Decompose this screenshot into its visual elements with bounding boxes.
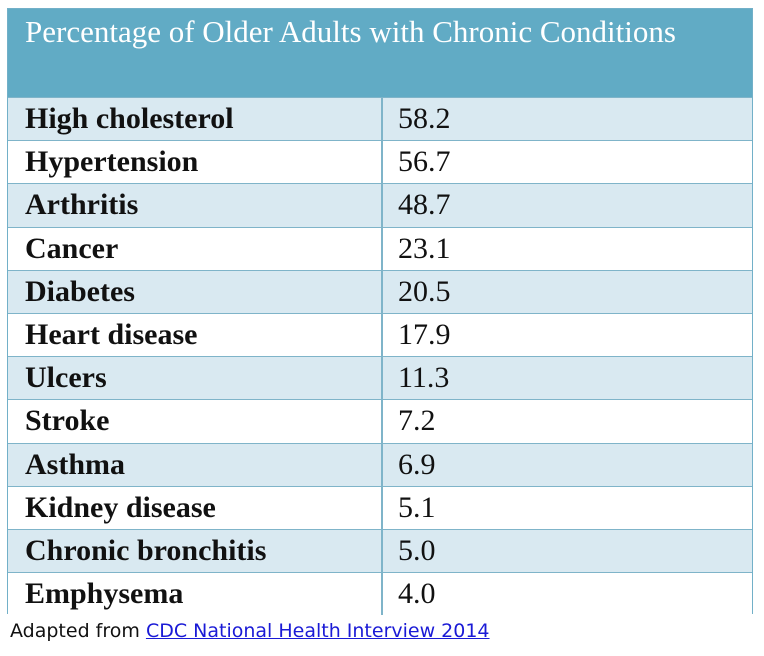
condition-label: High cholesterol	[8, 98, 383, 141]
percentage-value: 58.2	[398, 102, 451, 135]
table-row: Chronic bronchitis 5.0	[8, 528, 752, 573]
condition-label: Cancer	[8, 227, 383, 270]
percentage-value: 48.7	[398, 188, 451, 222]
caption-prefix: Adapted from	[10, 620, 146, 642]
table-row: Diabetes 20.5	[8, 269, 752, 313]
table-row: Hypertension 56.7	[8, 140, 752, 184]
source-link[interactable]: CDC National Health Interview 2014	[145, 620, 490, 642]
table-row: Heart disease 17.9	[8, 312, 752, 357]
table-row: Ulcers 11.3	[8, 356, 752, 400]
condition-label: Chronic bronchitis	[8, 529, 383, 573]
table-row: Stroke 7.2	[8, 399, 752, 443]
condition-label: Emphysema	[8, 573, 383, 616]
percentage-value: 4.0	[398, 577, 436, 611]
table-body: High cholesterol 58.2 Hypertension 56.7 Arth…	[8, 97, 752, 616]
percentage-value: 17.9	[398, 317, 451, 351]
table-row: Kidney disease 5.1	[8, 485, 752, 529]
percentage-value: 23.1	[398, 231, 451, 265]
percentage-value: 5.1	[398, 490, 436, 524]
condition-label: Asthma	[8, 443, 383, 486]
percentage-value: 11.3	[398, 361, 450, 395]
condition-label: Diabetes	[8, 270, 383, 313]
data-table: Percentage of Older Adults with Chronic …	[7, 8, 753, 616]
table-row: Asthma 6.9	[8, 442, 752, 486]
source-caption: Adapted from CDC National Health Intervi…	[10, 620, 490, 642]
percentage-value: 56.7	[398, 145, 451, 179]
condition-label: Ulcers	[8, 357, 383, 400]
table-row: High cholesterol 58.2	[8, 97, 752, 141]
condition-label: Stroke	[8, 400, 383, 443]
percentage-value: 5.0	[398, 533, 436, 567]
table-row: Emphysema 4.0	[8, 572, 752, 616]
table-row: Arthritis 48.7	[8, 183, 752, 227]
percentage-value: 7.2	[398, 404, 436, 438]
condition-label: Heart disease	[8, 313, 383, 357]
condition-label: Hypertension	[8, 141, 383, 184]
percentage-value: 20.5	[398, 274, 451, 308]
table-title: Percentage of Older Adults with Chronic …	[8, 9, 752, 97]
condition-label: Kidney disease	[8, 486, 383, 529]
condition-label: Arthritis	[8, 184, 383, 227]
percentage-value: 6.9	[398, 447, 436, 481]
table-row: Cancer 23.1	[8, 226, 752, 270]
